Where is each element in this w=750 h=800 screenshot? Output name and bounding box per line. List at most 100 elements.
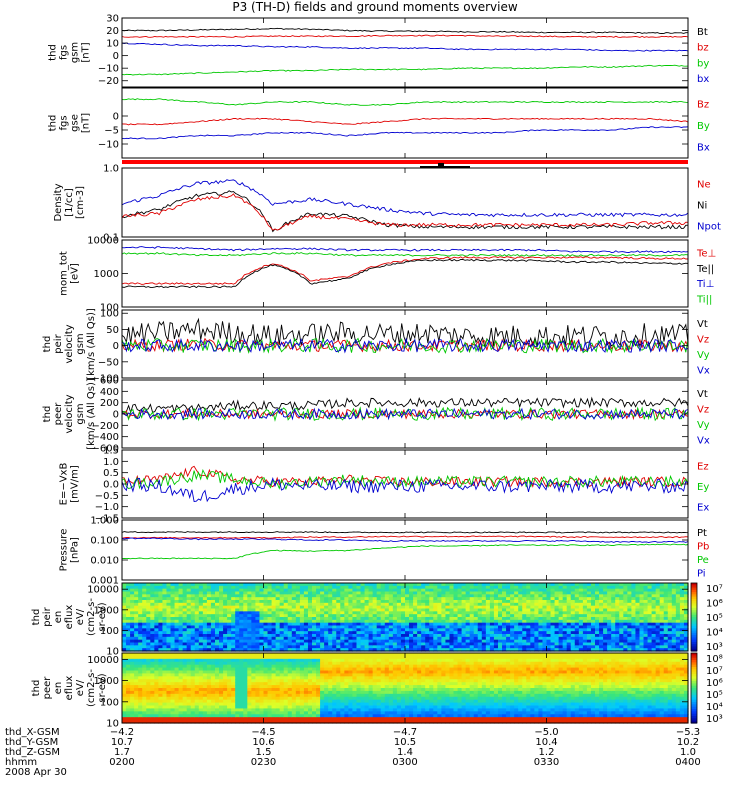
y-axis-label: [cm-3] xyxy=(75,186,86,219)
legend-entry: Pe xyxy=(697,555,709,566)
y-tick-label: 0.001 xyxy=(90,576,119,587)
y-axis-label: gsm xyxy=(70,42,81,63)
colorbar-tick: 10⁶ xyxy=(706,678,723,689)
series-Ni xyxy=(121,190,689,233)
legend-entry: Bt xyxy=(697,27,708,38)
legend-entry: By xyxy=(697,121,710,132)
legend-entry: bz xyxy=(697,43,709,54)
colorbar-tick: 10³ xyxy=(706,714,723,725)
quality-flag-bar xyxy=(122,160,688,164)
series-Te|| xyxy=(121,258,689,289)
y-tick-label: −200 xyxy=(92,421,119,432)
y-axis-label: velocity xyxy=(64,394,75,433)
y-tick-label: −5 xyxy=(104,126,119,137)
y-tick-label: 100 xyxy=(100,303,119,314)
y-tick-label: −20 xyxy=(98,76,119,87)
x-row-value: −4.5 xyxy=(251,727,275,738)
y-axis-label: mom_tot xyxy=(59,251,70,296)
y-axis-label: [mV/m] xyxy=(70,465,81,503)
y-tick-label: 0.5 xyxy=(103,468,119,479)
colorbar-tick: 10⁴ xyxy=(706,702,723,713)
x-row-value: 1.4 xyxy=(397,747,413,758)
legend-entry: Vt xyxy=(697,389,708,400)
y-tick-label: −600 xyxy=(92,444,119,455)
y-axis-label: thd xyxy=(31,609,42,626)
colorbar-tick: 10⁵ xyxy=(706,690,723,701)
panel-peir_velocity xyxy=(121,309,689,379)
x-row-value: 1.2 xyxy=(539,747,555,758)
x-row-value: 1.5 xyxy=(256,747,272,758)
y-tick-label: −10 xyxy=(98,64,119,75)
panel-fgs_gsm xyxy=(121,17,689,88)
y-tick-label: 1000 xyxy=(94,605,119,616)
legend-entry: Pi xyxy=(697,568,706,579)
colorbar-tick: 10⁵ xyxy=(706,613,723,624)
figure-title: P3 (TH-D) fields and ground moments over… xyxy=(232,0,518,14)
y-axis-label: (cm2-s- xyxy=(86,669,97,707)
x-row-value: 0330 xyxy=(534,757,559,768)
panel-peer_spec xyxy=(121,652,689,724)
y-axis-label: [km/s (All Qs)] xyxy=(86,308,97,380)
x-row-value: −5.0 xyxy=(534,727,558,738)
y-axis-label: eV/ xyxy=(75,608,86,625)
legend-entry: Bx xyxy=(697,142,710,153)
legend-entry: Ne xyxy=(697,180,711,191)
series-Vt xyxy=(121,317,689,348)
panel-pressure xyxy=(121,519,689,581)
y-axis-label: Density xyxy=(53,183,64,221)
y-tick-label: 0 xyxy=(113,341,119,352)
series-Ey xyxy=(121,468,689,490)
y-tick-label: 1.0 xyxy=(103,164,119,175)
y-axis-label: thd xyxy=(42,406,53,423)
panel-efield xyxy=(121,449,689,519)
y-axis-label: gsm xyxy=(75,333,86,354)
y-tick-label: 100 xyxy=(100,626,119,637)
x-row-value: 0230 xyxy=(251,757,276,768)
y-axis-label: [nPa] xyxy=(70,537,81,563)
panel-frame xyxy=(121,87,689,159)
legend-entry: Ti|| xyxy=(696,294,712,305)
colorbar-tick: 10⁴ xyxy=(706,628,723,639)
legend-entry: bx xyxy=(697,74,709,85)
series-Ti|| xyxy=(121,251,689,257)
y-tick-label: 0 xyxy=(113,410,119,421)
legend-entry: Vx xyxy=(697,365,710,376)
legend-entry: Ex xyxy=(697,503,709,514)
y-tick-label: 1.0 xyxy=(103,457,119,468)
y-tick-label: 20 xyxy=(106,26,119,37)
series-By xyxy=(121,98,689,106)
series-Pe xyxy=(121,543,689,560)
colorbar-peer_spec xyxy=(690,652,698,724)
y-tick-label: 200 xyxy=(100,398,119,409)
series-Pt xyxy=(121,531,689,534)
y-axis-label: peer xyxy=(42,676,53,700)
y-axis-label: fgs xyxy=(59,115,70,130)
series-Ti⊥ xyxy=(121,246,689,254)
x-row-value: −5.3 xyxy=(676,727,700,738)
y-tick-label: 400 xyxy=(100,387,119,398)
x-row-value: 10.4 xyxy=(535,737,557,748)
y-tick-label: 10000 xyxy=(87,585,119,596)
y-tick-label: 1000 xyxy=(94,269,119,280)
y-axis-label: thd xyxy=(48,115,59,132)
series-Vx xyxy=(121,407,689,421)
x-row-value: 0200 xyxy=(109,757,134,768)
series-Npot xyxy=(121,179,689,218)
series-Pi xyxy=(121,537,689,543)
y-tick-label: 0 xyxy=(113,51,119,62)
legend-entry: Vz xyxy=(697,334,709,345)
legend-entry: Vy xyxy=(697,420,710,431)
x-row-value: 1.0 xyxy=(680,747,696,758)
y-axis-label: eV/ xyxy=(75,679,86,696)
series-bx xyxy=(121,42,689,52)
y-tick-label: 1.5 xyxy=(103,446,119,457)
y-tick-label: 10 xyxy=(106,39,119,50)
y-axis-label: en xyxy=(53,682,64,695)
legend-entry: Bz xyxy=(697,100,709,111)
y-axis-label: E=−VxB xyxy=(59,463,70,506)
x-row-value: 0300 xyxy=(392,757,417,768)
y-tick-label: 0.100 xyxy=(90,536,119,547)
series-by xyxy=(121,64,689,76)
panel-fgs_gse xyxy=(121,87,689,166)
